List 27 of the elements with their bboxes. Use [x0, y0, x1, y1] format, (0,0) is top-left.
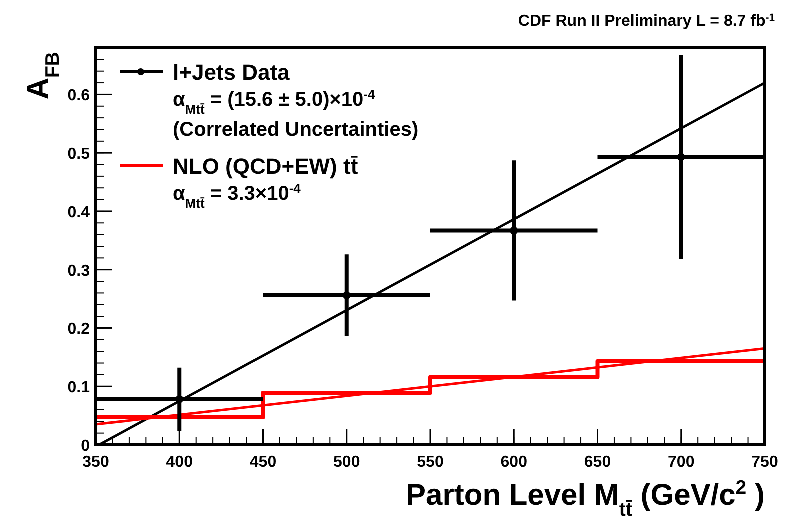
- annotation: (Correlated Uncertainties): [173, 119, 419, 141]
- point: [510, 226, 518, 235]
- point: [342, 292, 351, 300]
- y-tick-label: 0.1: [68, 380, 90, 397]
- y-tick-label: 0: [81, 438, 90, 455]
- x-tick-label: 600: [500, 454, 528, 471]
- point: [677, 153, 686, 162]
- x-tick-label: 350: [82, 454, 110, 471]
- y-tick-label: 0.4: [68, 204, 90, 222]
- point: [176, 395, 184, 404]
- legend-label: l+Jets Data: [173, 60, 291, 85]
- chart-title: CDF Run II Preliminary L = 8.7 fb$^{-1}$: [518, 12, 776, 30]
- x-tick-label: 400: [166, 454, 194, 471]
- legend-label: NLO (QCD+EW) tt̄: [173, 154, 359, 179]
- x-tick-label: 700: [668, 454, 695, 471]
- y-tick-label: 0.2: [68, 321, 90, 338]
- annotation: α$_{Mtt̄}$ = 3.3×10$^{-4}$: [173, 180, 302, 210]
- x-tick-label: 500: [334, 454, 360, 471]
- x-tick-label: 550: [417, 454, 444, 471]
- x-tick-label: 450: [250, 454, 277, 471]
- x-tick-label: 750: [752, 454, 778, 471]
- x-tick-label: 650: [584, 454, 612, 471]
- y-tick-label: 0.5: [68, 146, 90, 164]
- annotation: α$_{Mtt̄}$ = (15.6 ± 5.0)×10$^{-4}$: [173, 86, 376, 116]
- y-tick-label: 0.3: [68, 262, 90, 280]
- x-axis-title: Parton Level M$_{tt̄}$ (GeV/c$^{2}$): [406, 477, 765, 521]
- y-tick-label: 0.6: [68, 88, 90, 105]
